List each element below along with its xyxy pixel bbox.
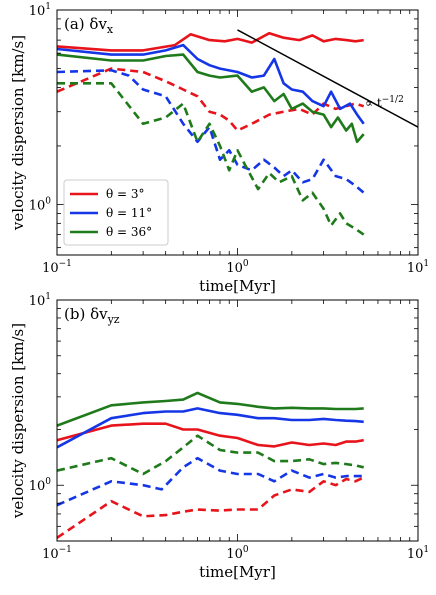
series-line-green-dashed bbox=[57, 82, 365, 236]
series-line-red-dashed bbox=[57, 67, 365, 132]
x-tick-label: 100 bbox=[226, 545, 249, 562]
x-tick-label: 101 bbox=[407, 545, 429, 562]
series-line-red-solid bbox=[57, 31, 364, 52]
tick-marks bbox=[56, 9, 419, 255]
series-line-blue-dashed bbox=[57, 456, 364, 507]
x-tick-label: 100 bbox=[226, 259, 249, 276]
y-tick-label: 100 bbox=[29, 477, 52, 494]
power-law-reference-line bbox=[237, 29, 418, 128]
series-group bbox=[57, 391, 365, 539]
tick-marks bbox=[56, 299, 419, 542]
series-line-green-dashed bbox=[57, 434, 364, 476]
series-line-green-solid bbox=[57, 391, 364, 427]
legend-box bbox=[63, 179, 169, 246]
legend-label: θ = 11° bbox=[106, 206, 152, 220]
x-tick-label: 10−1 bbox=[42, 545, 72, 562]
x-tick-label: 10−1 bbox=[42, 259, 72, 276]
y-axis-label: velocity dispersion [km/s] bbox=[9, 323, 27, 519]
power-law-annotation: ∝ t−1/2 bbox=[365, 95, 404, 110]
panel-b: 10−1 100 101 100 101 time[Myr] velocity disper… bbox=[9, 292, 429, 581]
panel-tag: (a) δvx bbox=[64, 15, 114, 36]
y-axis-label: velocity dispersion [km/s] bbox=[9, 35, 27, 231]
series-line-blue-dashed bbox=[57, 69, 365, 194]
y-tick-label: 101 bbox=[29, 292, 51, 309]
series-line-blue-solid bbox=[57, 407, 364, 449]
x-tick-label: 101 bbox=[407, 259, 429, 276]
legend-label: θ = 3° bbox=[106, 187, 145, 201]
legend-label: θ = 36° bbox=[106, 225, 152, 239]
legend: θ = 3° θ = 11° θ = 36° bbox=[63, 179, 169, 246]
y-tick-label: 100 bbox=[29, 197, 52, 214]
panel-a: 10−1 100 101 100 101 time[Myr] velocity disper… bbox=[9, 2, 429, 295]
series-line-red-solid bbox=[57, 422, 364, 448]
series-line-green-solid bbox=[57, 53, 365, 144]
x-axis-label: time[Myr] bbox=[199, 563, 276, 581]
panel-tag: (b) δvyz bbox=[64, 305, 120, 326]
x-axis-label: time[Myr] bbox=[199, 277, 276, 295]
y-tick-label: 101 bbox=[29, 2, 51, 19]
series-group bbox=[57, 31, 365, 236]
series-line-red-dashed bbox=[57, 476, 365, 539]
plot-frame bbox=[56, 299, 419, 542]
series-line-blue-solid bbox=[57, 43, 365, 125]
